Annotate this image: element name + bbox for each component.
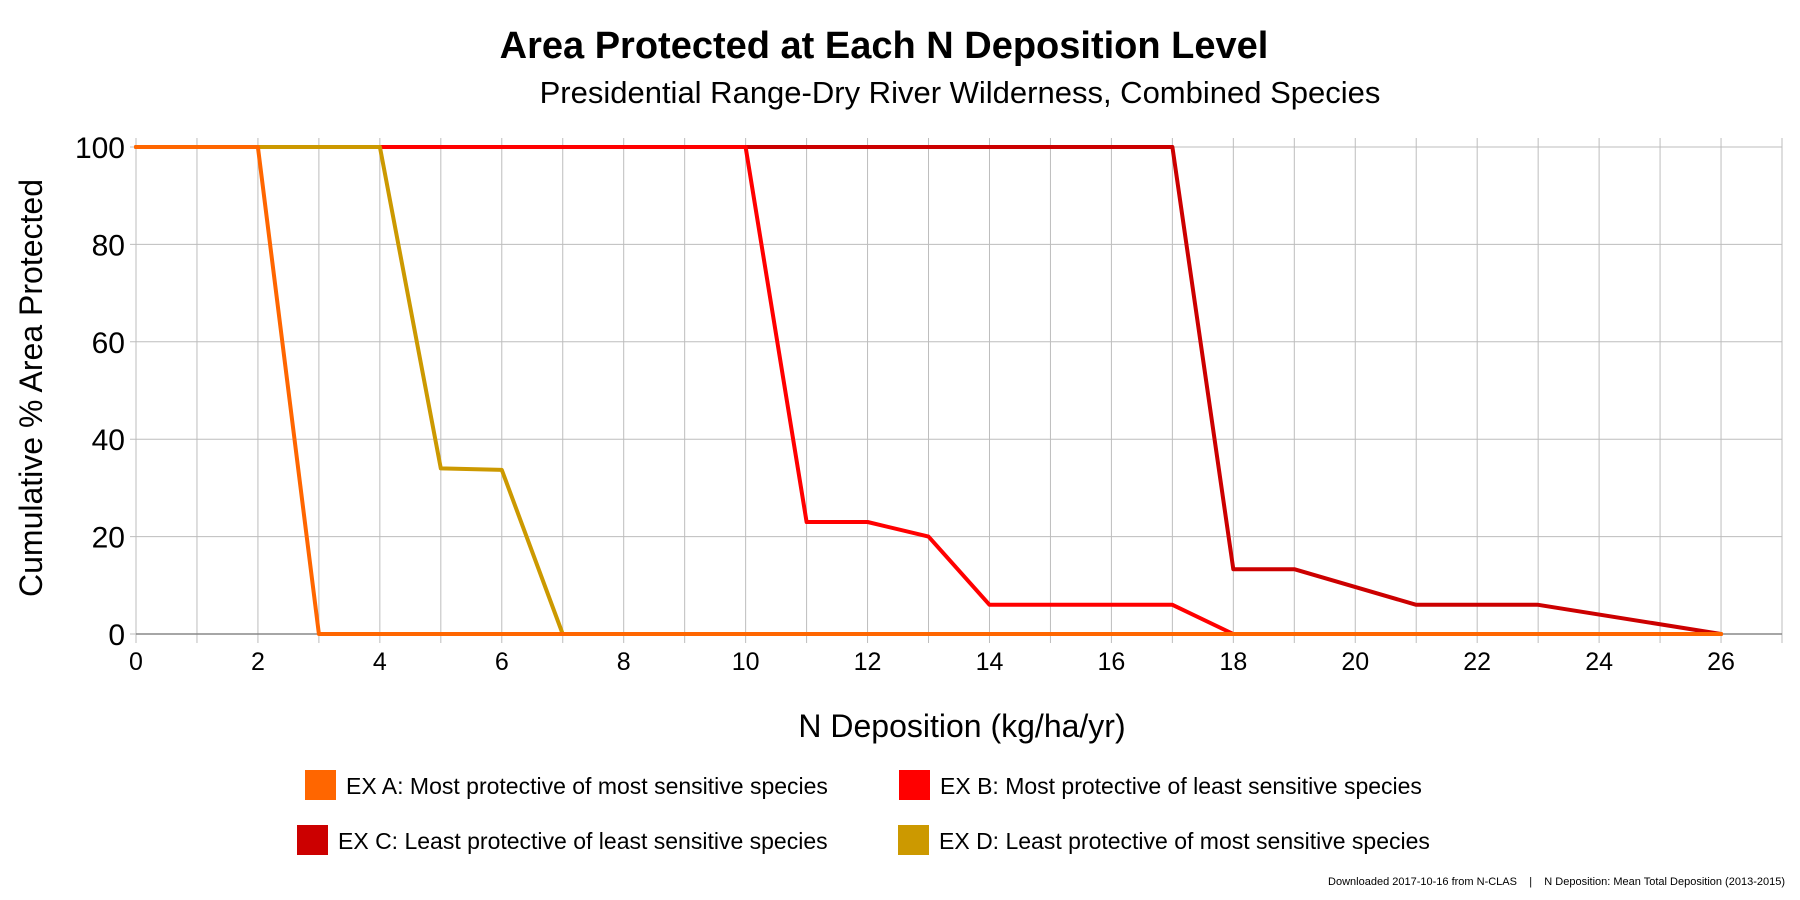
x-tick-label: 2: [251, 648, 265, 676]
x-tick-label: 22: [1463, 648, 1491, 676]
chart-subtitle: Presidential Range-Dry River Wilderness,…: [540, 75, 1381, 110]
x-axis-ticks: 0 2 4 6 8 10 12 14 16 18 20 22 24 26: [129, 648, 1735, 676]
x-tick-label: 10: [732, 648, 760, 676]
y-axis-ticks: 0 20 40 60 80 100: [75, 132, 125, 652]
legend-label: EX C: Least protective of least sensitiv…: [338, 828, 828, 854]
legend-label: EX A: Most protective of most sensitive …: [346, 773, 828, 799]
y-axis-title: Cumulative % Area Protected: [13, 179, 49, 597]
x-tick-label: 12: [854, 648, 882, 676]
x-tick-label: 16: [1098, 648, 1126, 676]
legend-swatch: [898, 825, 929, 855]
x-tick-label: 14: [976, 648, 1004, 676]
x-tick-label: 26: [1707, 648, 1735, 676]
y-tick-label: 40: [92, 424, 125, 457]
x-tick-label: 6: [495, 648, 509, 676]
x-tick-label: 18: [1219, 648, 1247, 676]
footer-note: Downloaded 2017-10-16 from N-CLAS | N De…: [1328, 876, 1785, 888]
y-tick-label: 80: [92, 229, 125, 262]
series-line-2: [134, 145, 1723, 636]
y-tick-label: 100: [75, 132, 125, 165]
x-tick-label: 24: [1585, 648, 1613, 676]
x-tick-label: 8: [617, 648, 631, 676]
y-tick-label: 0: [108, 619, 125, 652]
y-tick-label: 60: [92, 327, 125, 360]
legend-swatch: [297, 825, 328, 855]
legend-label: EX D: Least protective of most sensitive…: [939, 828, 1430, 854]
x-tick-label: 4: [373, 648, 387, 676]
chart-title: Area Protected at Each N Deposition Leve…: [500, 25, 1269, 67]
legend-swatch: [899, 770, 930, 800]
series-lines: [134, 145, 1723, 636]
series-line-1: [134, 145, 1723, 636]
x-tick-label: 0: [129, 648, 143, 676]
y-tick-label: 20: [92, 522, 125, 555]
legend: EX A: Most protective of most sensitive …: [297, 770, 1430, 855]
x-tick-label: 20: [1341, 648, 1369, 676]
legend-label: EX B: Most protective of least sensitive…: [940, 773, 1422, 799]
legend-swatch: [305, 770, 336, 800]
x-axis-title: N Deposition (kg/ha/yr): [798, 708, 1125, 744]
series-line-0: [134, 145, 1723, 636]
